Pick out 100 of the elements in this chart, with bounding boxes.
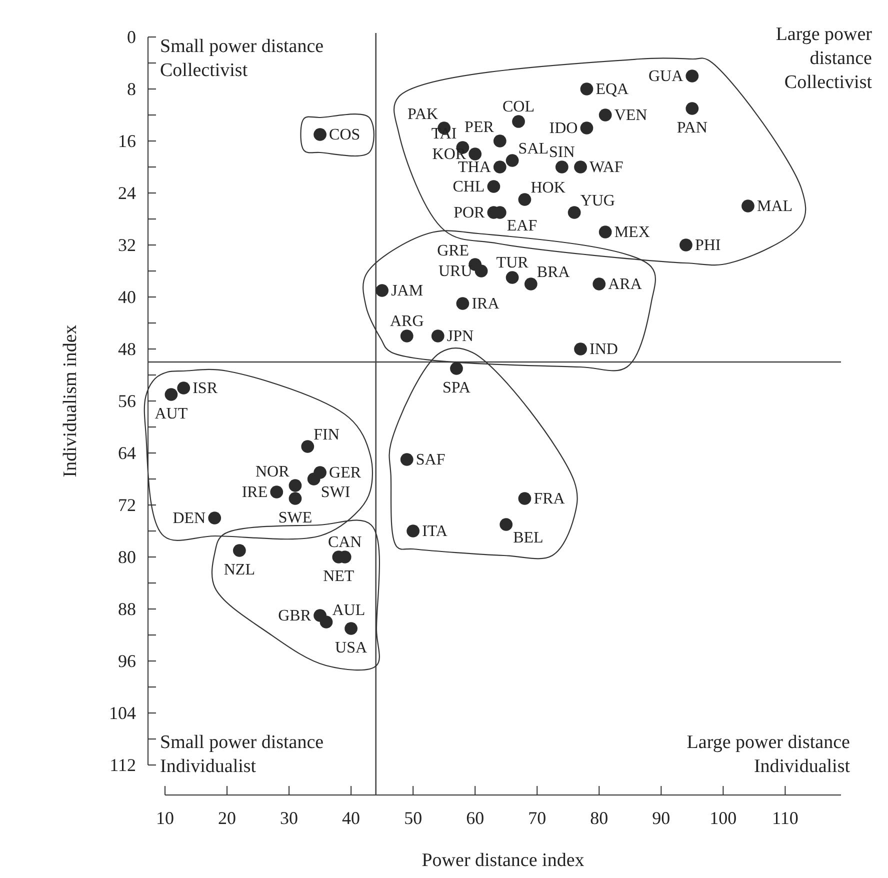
series-label: IRE	[242, 484, 268, 501]
series-label: AUT	[154, 406, 188, 422]
series-label: EQA	[596, 81, 630, 98]
y-tick-label: 88	[118, 598, 136, 619]
x-tick-label: 110	[772, 808, 798, 828]
series-label: ARG	[390, 313, 424, 330]
x-tick-label: 20	[218, 808, 236, 828]
point	[301, 440, 314, 453]
point	[518, 492, 532, 505]
y-tick-label: 24	[118, 182, 136, 203]
series-label: SIN	[549, 144, 576, 161]
y-tick-label: 56	[118, 390, 136, 411]
series-label: GRE	[437, 242, 470, 260]
series-label: SWI	[320, 484, 350, 501]
series-label: PAK	[408, 106, 439, 123]
x-tick-label: 60	[466, 808, 484, 828]
point	[598, 226, 612, 238]
series-label: ITA	[422, 523, 448, 540]
point	[574, 160, 587, 174]
series-label: PAN	[676, 120, 708, 136]
series-label: WAF	[590, 159, 624, 176]
point	[568, 206, 581, 219]
x-tick-label: 50	[404, 808, 422, 828]
point	[555, 160, 568, 174]
series-label: FRA	[534, 490, 566, 508]
y-tick-label: 40	[118, 286, 136, 307]
point	[406, 524, 420, 538]
series-label: NET	[323, 568, 354, 585]
point	[177, 382, 190, 394]
series-label: SPA	[442, 380, 471, 396]
y-tick-label: 112	[110, 754, 136, 775]
x-tick-label: 90	[652, 808, 670, 828]
y-tick-label: 80	[118, 546, 136, 567]
series-label: IND	[590, 341, 618, 358]
x-tick-label: 30	[280, 808, 298, 828]
point	[400, 330, 414, 342]
series-label: TUR	[496, 254, 529, 272]
x-tick-label: 100	[710, 808, 737, 828]
point	[344, 622, 358, 635]
series-label: FIN	[314, 426, 340, 444]
point	[208, 512, 222, 524]
series-label: JAM	[391, 282, 424, 300]
series-label: CHL	[452, 178, 485, 196]
point	[474, 264, 488, 278]
y-tick-label: 72	[118, 494, 136, 515]
annotation: Small power distance Individualist	[160, 732, 324, 777]
point	[270, 486, 284, 498]
point	[742, 200, 754, 212]
y-tick-label: 48	[118, 338, 136, 359]
series-label: YUG	[580, 192, 616, 210]
point	[431, 330, 444, 342]
point	[314, 466, 326, 479]
series-label: VEN	[614, 107, 648, 124]
series-label: IRA	[472, 296, 500, 312]
point	[164, 388, 178, 401]
series-label: URU	[438, 263, 473, 280]
y-tick-label: 0	[127, 26, 136, 47]
series-label: SAL	[518, 140, 549, 158]
point	[680, 238, 692, 252]
x-tick-label: 10	[156, 808, 174, 828]
point	[686, 70, 699, 82]
x-tick-label: 40	[342, 808, 360, 828]
series-label: NOR	[255, 464, 290, 480]
series-label: PHI	[694, 237, 721, 254]
annotation: Large power distance Collectivist	[776, 24, 873, 93]
series-label: COS	[329, 126, 360, 144]
y-tick-label: 96	[118, 650, 136, 671]
point	[487, 180, 500, 193]
annotation: Large power distance Individualist	[686, 732, 851, 777]
series-label: DEN	[172, 510, 206, 527]
point	[598, 108, 612, 122]
series-label: HOK	[530, 180, 566, 196]
series-label: CAN	[328, 534, 362, 551]
point	[468, 148, 482, 160]
y-tick-label: 32	[118, 234, 136, 255]
point	[506, 154, 519, 167]
series-label: USA	[335, 640, 368, 656]
point	[493, 134, 506, 148]
point	[456, 297, 470, 310]
point	[450, 362, 463, 375]
point	[524, 278, 538, 290]
annotation: Small power distance Collectivist	[160, 36, 324, 81]
point	[314, 128, 326, 141]
y-tick-label: 8	[127, 78, 136, 99]
series-label: AUL	[332, 602, 366, 619]
series-label: PER	[464, 119, 494, 136]
series-label: MEX	[614, 224, 650, 241]
series-label: GBR	[278, 608, 312, 624]
series-label: COL	[502, 98, 535, 116]
x-tick-label: 80	[590, 808, 608, 828]
point	[500, 518, 513, 531]
series-label: SWE	[278, 510, 312, 526]
point	[592, 278, 606, 290]
point	[518, 193, 532, 206]
y-axis-title: Individualism index	[60, 324, 81, 478]
y-tick-label: 16	[118, 130, 136, 151]
point	[506, 271, 519, 284]
point	[288, 479, 302, 492]
point	[512, 115, 525, 128]
point	[580, 122, 594, 134]
